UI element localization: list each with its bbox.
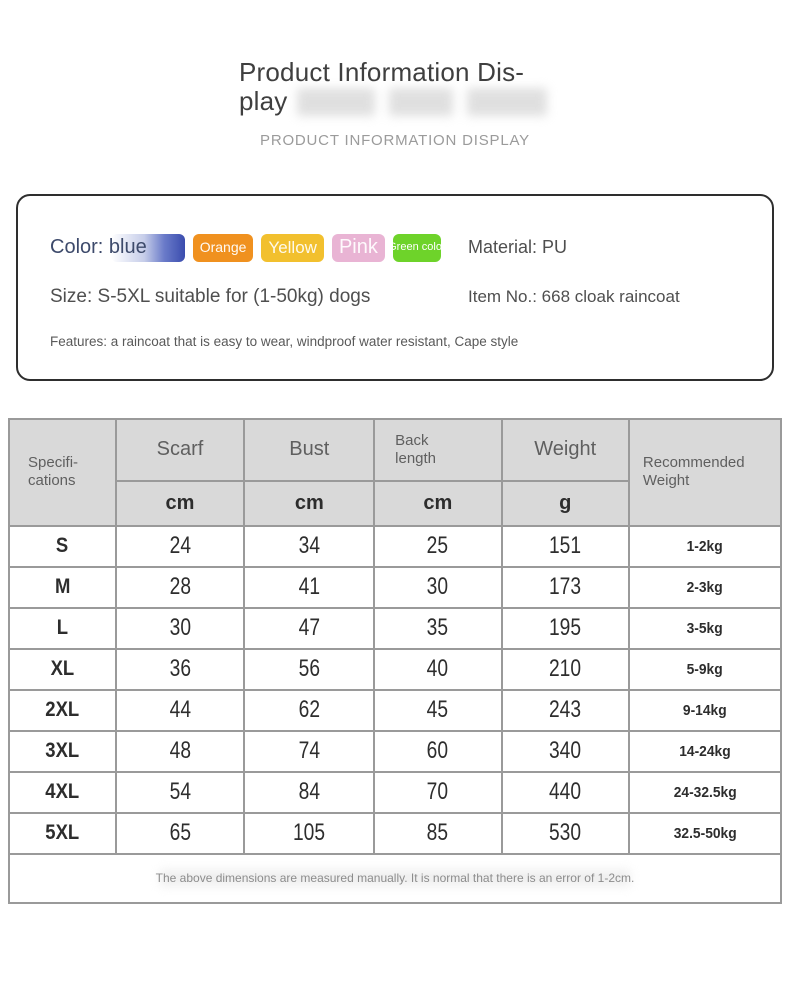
color-label: Color: blue [50, 236, 147, 259]
recommended-value: 5-9kg [686, 660, 723, 678]
page-subtitle: PRODUCT INFORMATION DISPLAY [260, 131, 530, 149]
table-row: 4XL 54 84 70 440 24-32.5kg [8, 770, 783, 814]
page-title: Product Information Dis- play [239, 57, 551, 117]
size-label: 2XL [45, 698, 80, 722]
weight-value: 151 [549, 532, 582, 560]
product-info-box: Color: blue Orange Yellow Pink Green col… [16, 193, 774, 381]
header-specifications: Specifi- cations [8, 417, 117, 527]
back-value: 25 [427, 532, 449, 560]
scarf-value: 24 [169, 532, 191, 560]
color-swatch-orange: Orange [192, 233, 254, 262]
header-back-length: Back length [373, 417, 503, 482]
watermark-blur [160, 870, 630, 887]
table-row: XL 36 56 40 210 5-9kg [8, 647, 783, 691]
recommended-value: 1-2kg [686, 537, 723, 555]
weight-value: 173 [549, 573, 582, 601]
size-label: 4XL [45, 780, 80, 804]
table-row: 3XL 48 74 60 340 14-24kg [8, 729, 783, 773]
back-value: 45 [427, 696, 449, 724]
unit-back: cm [373, 479, 503, 527]
weight-value: 195 [549, 614, 582, 642]
size-label: 5XL [45, 821, 80, 845]
bust-value: 74 [298, 737, 320, 765]
back-value: 70 [427, 778, 449, 806]
unit-weight: g [500, 479, 630, 527]
bust-value: 41 [298, 573, 320, 601]
recommended-value: 2-3kg [686, 578, 723, 596]
size-text: Size: S-5XL suitable for (1-50kg) dogs [50, 285, 371, 307]
header-recommended-weight: Recommended Weight [627, 417, 783, 527]
weight-value: 440 [549, 778, 582, 806]
color-swatch-pink: Pink [331, 233, 385, 262]
table-row: S 24 34 25 151 1-2kg [8, 524, 783, 568]
title-block: Product Information Dis- play [239, 57, 551, 117]
size-label: XL [50, 657, 75, 681]
table-footer-row: The above dimensions are measured manual… [8, 852, 782, 904]
color-row: Color: blue Orange Yellow Pink Green col… [50, 233, 446, 262]
bust-value: 62 [298, 696, 320, 724]
weight-value: 243 [549, 696, 582, 724]
recommended-value: 3-5kg [686, 619, 723, 637]
page-title-line2: play [239, 86, 288, 117]
scarf-value: 48 [169, 737, 191, 765]
weight-value: 340 [549, 737, 582, 765]
scarf-value: 54 [169, 778, 191, 806]
back-value: 40 [427, 655, 449, 683]
unit-scarf: cm [114, 479, 246, 527]
size-label: L [56, 616, 68, 640]
page-title-line1: Product Information Dis- [239, 57, 525, 87]
size-label: S [56, 534, 69, 558]
table-row: M 28 41 30 173 2-3kg [8, 565, 783, 609]
table-row: 2XL 44 62 45 243 9-14kg [8, 688, 783, 732]
table-header-row: Specifi- cations Scarf Bust Back length … [8, 417, 783, 527]
footnote-text: The above dimensions are measured manual… [155, 871, 635, 886]
size-label: M [54, 575, 70, 599]
size-label: 3XL [45, 739, 80, 763]
bust-value: 34 [298, 532, 320, 560]
material-text: Material: PU [468, 237, 568, 258]
recommended-value: 24-32.5kg [673, 783, 737, 801]
scarf-value: 65 [169, 819, 191, 847]
color-swatch-green: Green color [388, 233, 446, 262]
size-table: Specifi- cations Scarf Bust Back length … [8, 417, 783, 904]
table-unit-row: cm cm cm g [9, 479, 781, 527]
bust-value: 105 [293, 819, 326, 847]
unit-bust: cm [243, 479, 376, 527]
bust-value: 56 [298, 655, 320, 683]
scarf-value: 44 [169, 696, 191, 724]
header-bust: Bust [243, 417, 376, 482]
watermark-blur [297, 88, 547, 116]
header-weight: Weight [500, 417, 630, 482]
scarf-value: 30 [169, 614, 191, 642]
color-swatch-yellow: Yellow [261, 233, 324, 262]
back-value: 35 [427, 614, 449, 642]
back-value: 85 [427, 819, 449, 847]
table-row: L 30 47 35 195 3-5kg [8, 606, 783, 650]
features-text: Features: a raincoat that is easy to wea… [50, 333, 519, 349]
back-value: 30 [427, 573, 449, 601]
item-no-text: Item No.: 668 cloak raincoat [468, 286, 680, 306]
recommended-value: 14-24kg [679, 742, 731, 760]
bust-value: 47 [298, 614, 320, 642]
header-scarf: Scarf [114, 417, 246, 482]
scarf-value: 36 [169, 655, 191, 683]
table-row: 5XL 65 105 85 530 32.5-50kg [8, 811, 783, 855]
scarf-value: 28 [169, 573, 191, 601]
back-value: 60 [427, 737, 449, 765]
weight-value: 530 [549, 819, 582, 847]
recommended-value: 32.5-50kg [673, 824, 737, 842]
recommended-value: 9-14kg [683, 701, 727, 719]
weight-value: 210 [549, 655, 582, 683]
bust-value: 84 [298, 778, 320, 806]
color-swatch-blue [110, 233, 185, 262]
